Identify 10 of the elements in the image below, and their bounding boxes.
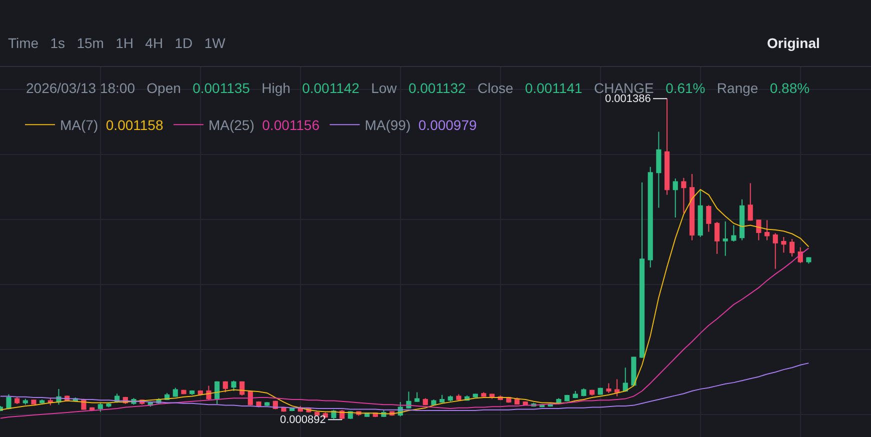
annotation: 0.000979 bbox=[418, 117, 478, 134]
annotation: 0.001386 bbox=[605, 93, 651, 105]
annotation: 0.001158 bbox=[106, 117, 164, 134]
text: Time 1s 15m 1H 4H 1D 1W bbox=[8, 35, 226, 51]
annotation: 0.001156 bbox=[262, 117, 320, 134]
legend-label: MA(7) bbox=[60, 117, 98, 134]
text: Original bbox=[767, 35, 820, 51]
legend-label: MA(25) bbox=[208, 117, 254, 134]
annotation: 0.000892 bbox=[280, 414, 326, 426]
legend-label: MA(99) bbox=[364, 117, 411, 134]
